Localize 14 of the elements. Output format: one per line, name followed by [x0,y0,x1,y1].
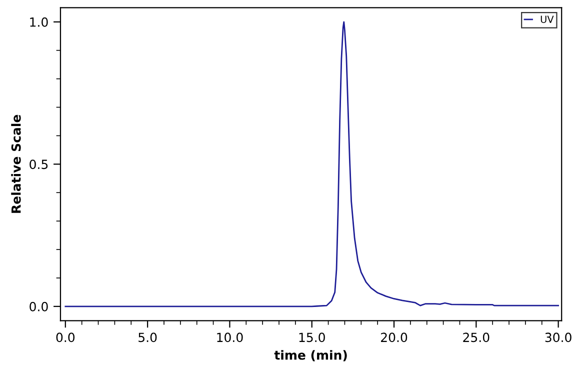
y-tick-label: 0.5 [30,160,48,170]
x-tick-label: 10.0 [217,332,243,342]
x-tick-label: 20.0 [381,332,408,342]
x-axis-title: time (min) [274,350,347,362]
y-tick-label: 1.0 [30,17,48,27]
legend-label: UV [540,16,554,23]
x-tick-label: 15.0 [299,332,325,342]
line-series [64,21,560,308]
x-tick-label: 5.0 [138,332,157,342]
x-tick-label: 30.0 [545,332,572,342]
x-tick-label: 0.0 [56,332,75,342]
x-tick-label: 25.0 [463,332,490,342]
y-axis-title: Relative Scale [11,114,21,213]
y-tick-label: 0.0 [30,302,48,312]
